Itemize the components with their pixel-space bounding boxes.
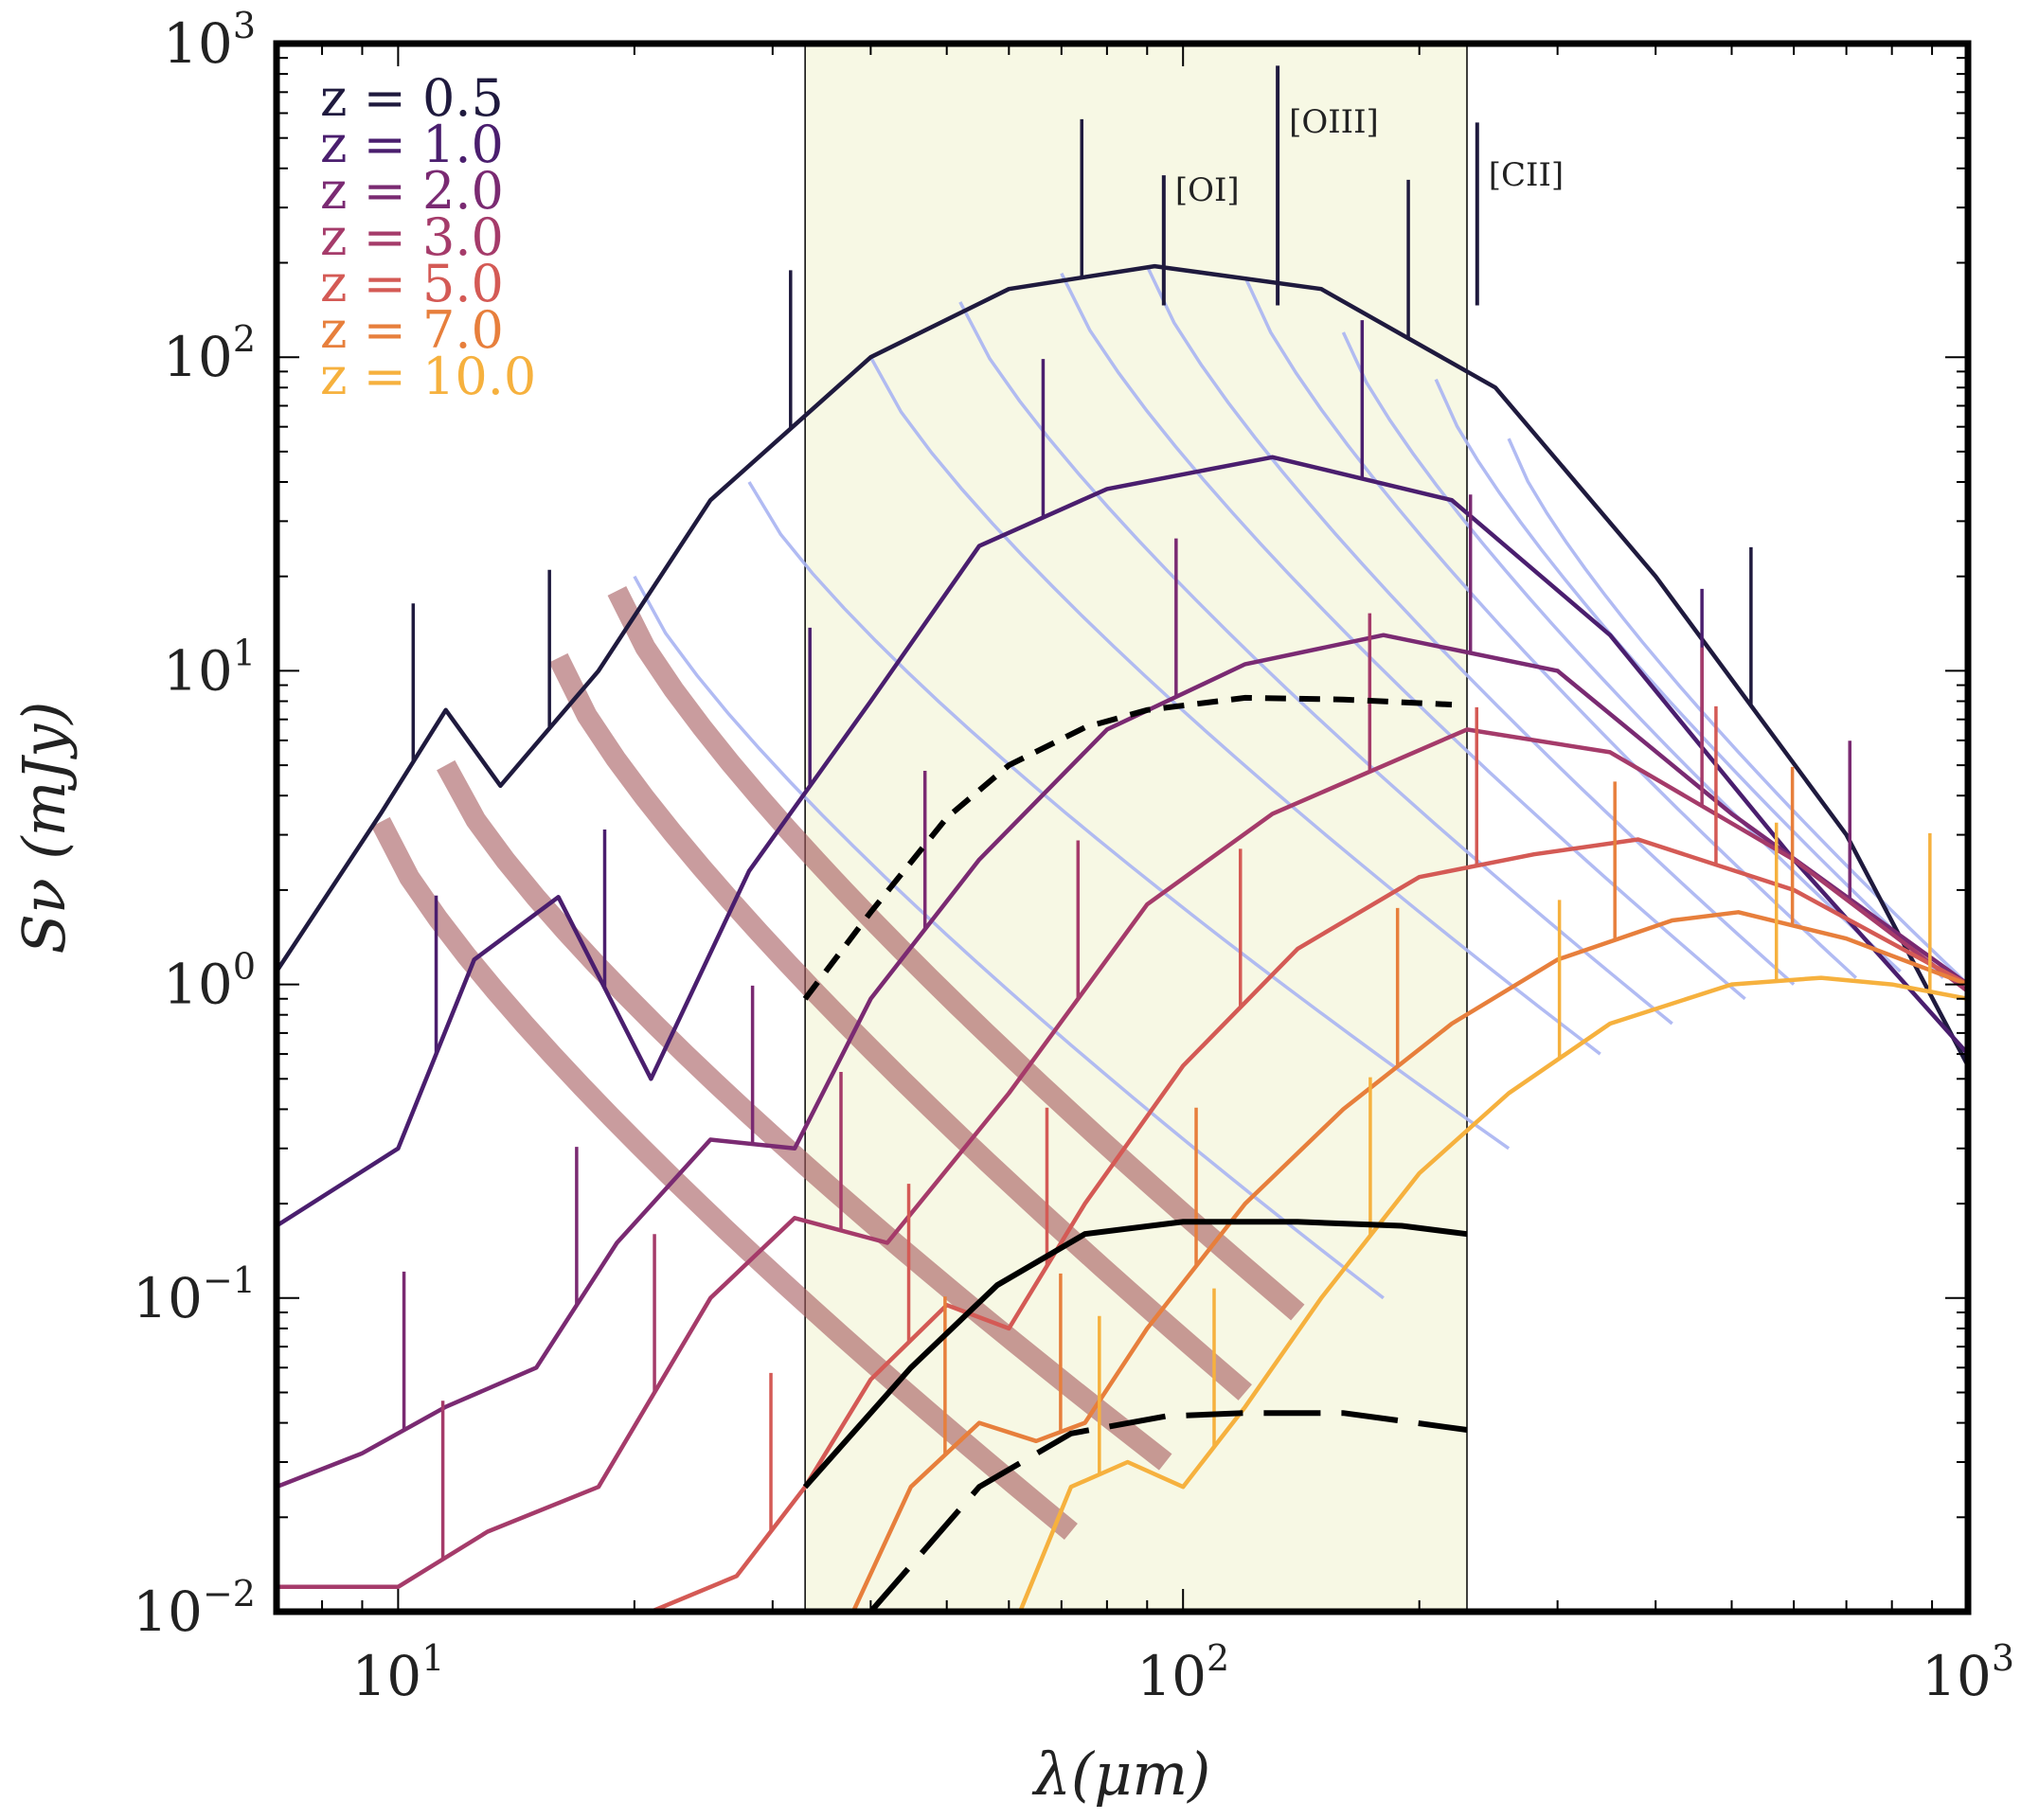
reference-curve-long-dash xyxy=(868,1410,1468,1612)
line-label: [CII] xyxy=(1489,156,1564,194)
y-tick-label: 10−1 xyxy=(133,1259,256,1330)
y-tick-label: 103 xyxy=(163,5,256,76)
tick-layer: 101 102 103 10−2 10−1 100 101 102 103 xyxy=(133,5,2014,1708)
brown-track xyxy=(437,759,1172,1471)
blue-track xyxy=(1243,276,1857,979)
brown-track xyxy=(607,585,1305,1321)
blue-track xyxy=(1145,265,1796,986)
legend-entry: z = 7.0 xyxy=(320,300,504,360)
reference-curve-solid xyxy=(802,1219,1468,1490)
blue-track xyxy=(958,301,1673,1026)
legend-entry: z = 1.0 xyxy=(320,115,504,174)
series-line xyxy=(277,263,1968,1067)
blue-track xyxy=(868,356,1601,1056)
series-line xyxy=(277,633,1968,1490)
x-tick-label: 101 xyxy=(351,1637,444,1708)
line-label: [OIII] xyxy=(1289,103,1379,141)
redshift-track-layer xyxy=(371,265,1968,1540)
series-layer xyxy=(277,118,1968,1612)
series-line xyxy=(650,837,1968,1612)
line-label: [OI] xyxy=(1175,171,1240,209)
reference-curve-layer xyxy=(802,694,1468,1612)
blue-track xyxy=(1341,331,1902,973)
shaded-band-layer xyxy=(804,44,1468,1612)
series-line xyxy=(850,910,1968,1612)
series-line xyxy=(1018,975,1968,1612)
legend-entry: z = 5.0 xyxy=(320,254,504,313)
y-tick-label: 101 xyxy=(163,632,256,703)
plot-frame xyxy=(273,40,1972,1615)
legend-entry: z = 10.0 xyxy=(320,347,536,406)
legend-entry: z = 3.0 xyxy=(320,207,504,267)
line-label-layer: [OI] [OIII] [CII] xyxy=(1161,65,1564,306)
x-axis-label: λ(μm) xyxy=(1031,1740,1211,1809)
legend: z = 0.5z = 1.0z = 2.0z = 3.0z = 5.0z = 7… xyxy=(320,68,536,406)
reference-curve-short-dash xyxy=(802,694,1453,1001)
brown-track xyxy=(371,816,1078,1540)
blue-track xyxy=(747,481,1511,1151)
blue-track xyxy=(1507,437,1968,986)
shaded-band xyxy=(805,44,1467,1612)
blue-track xyxy=(1060,272,1746,1001)
blue-track xyxy=(1434,378,1945,979)
y-tick-label: 100 xyxy=(163,946,256,1017)
legend-entry: z = 2.0 xyxy=(320,161,504,221)
series-line xyxy=(277,727,1968,1590)
blue-track xyxy=(633,575,1385,1300)
legend-entry: z = 0.5 xyxy=(320,68,504,128)
y-axis-label: Sν (mJy) xyxy=(9,702,79,955)
series-line xyxy=(277,455,1968,1228)
x-tick-label: 103 xyxy=(1922,1637,2014,1708)
y-tick-label: 102 xyxy=(163,318,256,389)
x-tick-label: 102 xyxy=(1136,1637,1229,1708)
y-tick-label: 10−2 xyxy=(133,1573,256,1644)
brown-track xyxy=(548,652,1252,1401)
